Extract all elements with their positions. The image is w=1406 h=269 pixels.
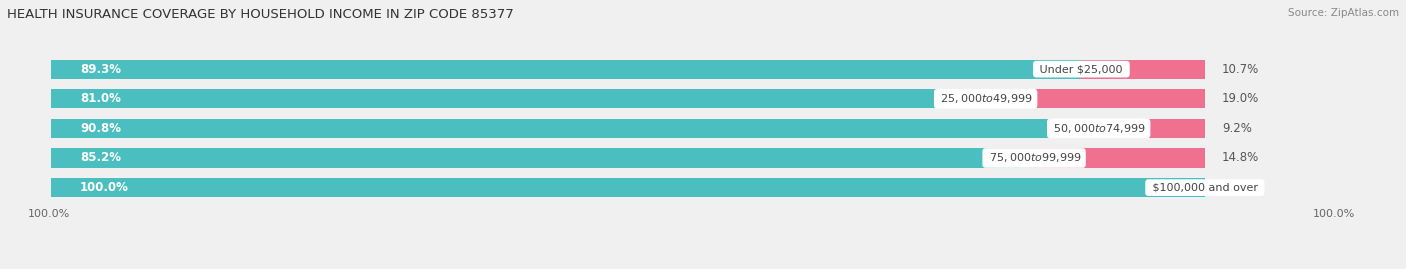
Text: HEALTH INSURANCE COVERAGE BY HOUSEHOLD INCOME IN ZIP CODE 85377: HEALTH INSURANCE COVERAGE BY HOUSEHOLD I… — [7, 8, 513, 21]
Bar — [51, 119, 1205, 138]
Bar — [51, 59, 1081, 79]
Text: 100.0%: 100.0% — [1313, 209, 1355, 219]
Text: 10.7%: 10.7% — [1222, 63, 1260, 76]
Text: 81.0%: 81.0% — [80, 92, 121, 105]
Bar — [51, 148, 1205, 168]
Text: Source: ZipAtlas.com: Source: ZipAtlas.com — [1288, 8, 1399, 18]
Text: 89.3%: 89.3% — [80, 63, 121, 76]
Bar — [51, 178, 1205, 197]
Bar — [1081, 59, 1205, 79]
Text: $100,000 and over: $100,000 and over — [1149, 183, 1261, 193]
Text: Under $25,000: Under $25,000 — [1036, 64, 1126, 74]
Bar — [51, 89, 986, 108]
Text: 0.0%: 0.0% — [1222, 181, 1251, 194]
Bar — [1033, 148, 1205, 168]
Bar — [1098, 119, 1205, 138]
Bar — [51, 119, 1098, 138]
Text: 100.0%: 100.0% — [28, 209, 70, 219]
Text: $75,000 to $99,999: $75,000 to $99,999 — [986, 151, 1083, 165]
Text: 85.2%: 85.2% — [80, 151, 121, 165]
Bar — [986, 89, 1205, 108]
Text: 14.8%: 14.8% — [1222, 151, 1260, 165]
Bar — [51, 89, 1205, 108]
Bar — [51, 178, 1205, 197]
Text: 90.8%: 90.8% — [80, 122, 121, 135]
Text: $25,000 to $49,999: $25,000 to $49,999 — [938, 92, 1033, 105]
Text: $50,000 to $74,999: $50,000 to $74,999 — [1050, 122, 1147, 135]
Bar — [51, 59, 1205, 79]
Bar — [51, 148, 1033, 168]
Text: 19.0%: 19.0% — [1222, 92, 1260, 105]
Text: 100.0%: 100.0% — [80, 181, 129, 194]
Text: 9.2%: 9.2% — [1222, 122, 1251, 135]
